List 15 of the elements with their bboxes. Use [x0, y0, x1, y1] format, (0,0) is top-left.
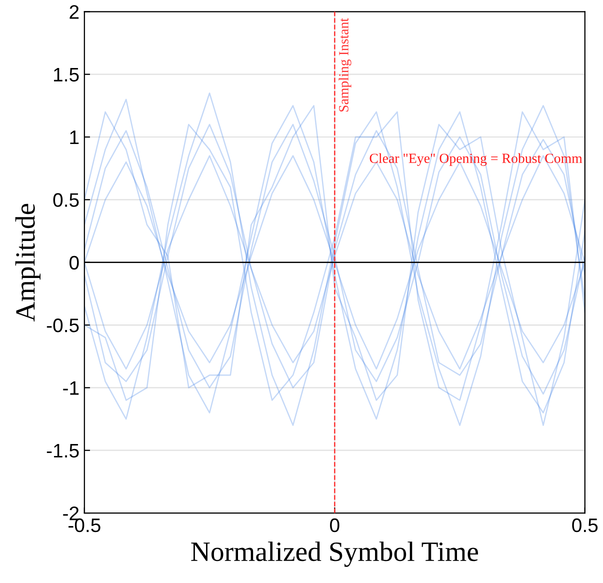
y-axis-title: Amplitude: [15, 204, 40, 322]
y-tick-label: 2: [70, 5, 79, 19]
y-tick-label: 0.5: [53, 193, 79, 207]
y-tick-label: -0.5: [46, 318, 79, 332]
x-tick-label: 0: [330, 518, 340, 532]
x-axis-title: Normalized Symbol Time: [191, 542, 478, 567]
y-tick-label: -2: [63, 506, 79, 520]
y-tick-label: 0: [70, 256, 79, 270]
y-tick-label: 1: [70, 130, 79, 144]
annotation: Clear "Eye" Opening = Robust Comm: [370, 153, 582, 166]
y-tick-label: -1: [63, 381, 79, 395]
ref-line-label: Sampling Instant: [338, 18, 352, 112]
y-tick-label: 1.5: [54, 68, 79, 82]
x-tick-label: 0.5: [572, 518, 598, 532]
y-tick-label: -1.5: [46, 444, 79, 458]
